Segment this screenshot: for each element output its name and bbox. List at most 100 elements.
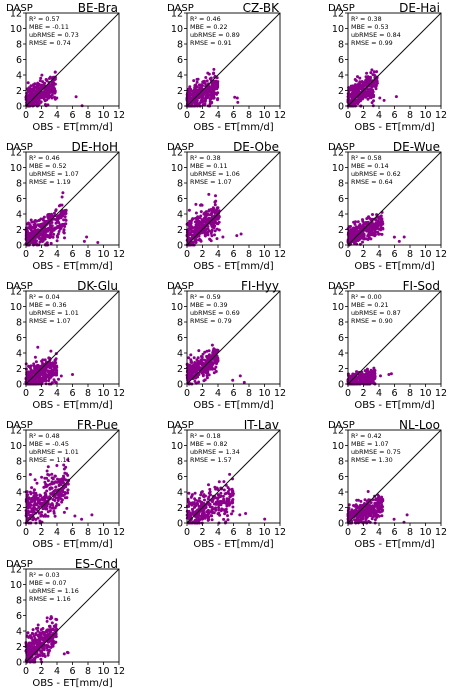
stat-line: R² = 0.59	[190, 293, 221, 301]
data-point	[197, 88, 201, 92]
data-point	[402, 235, 406, 239]
data-point	[49, 224, 53, 228]
y-tick-label: 4	[177, 488, 183, 499]
data-point	[371, 228, 375, 232]
data-point	[189, 353, 193, 357]
data-point	[206, 233, 210, 237]
data-point	[197, 366, 201, 370]
data-point	[57, 216, 61, 219]
data-point	[369, 231, 373, 235]
data-point	[204, 98, 207, 102]
data-point	[43, 480, 47, 484]
x-tick-label: 10	[419, 110, 431, 121]
data-point	[42, 376, 46, 380]
data-point	[381, 497, 385, 501]
data-point	[36, 95, 39, 99]
data-point	[205, 79, 209, 83]
data-point	[55, 218, 58, 222]
data-point	[32, 89, 36, 93]
data-point	[189, 495, 193, 499]
data-point	[209, 510, 213, 514]
data-point	[359, 503, 362, 507]
y-tick-label: 12	[10, 9, 22, 20]
x-tick-label: 8	[246, 388, 252, 399]
data-point	[25, 222, 29, 226]
data-point	[65, 650, 69, 654]
data-point	[354, 101, 358, 105]
x-axis-label: OBS - ET[mm/d]	[32, 122, 112, 133]
y-tick-label: 12	[10, 148, 22, 159]
data-point	[49, 232, 53, 236]
x-axis-label: OBS - ET[mm/d]	[32, 539, 112, 550]
data-point	[361, 223, 365, 227]
data-point	[60, 195, 64, 199]
data-point	[372, 366, 376, 370]
panel-title: DE-Obe	[233, 140, 279, 154]
data-point	[208, 77, 212, 81]
y-tick-label: 6	[16, 333, 22, 344]
data-point	[49, 349, 53, 353]
data-point	[57, 483, 61, 487]
data-point	[356, 75, 359, 79]
data-point	[392, 517, 396, 521]
data-point	[43, 485, 47, 489]
x-tick-label: 12	[113, 666, 125, 677]
data-point	[193, 505, 197, 509]
data-point	[62, 652, 66, 656]
scatter-points	[185, 343, 246, 386]
data-point	[218, 502, 222, 506]
data-point	[217, 506, 220, 510]
data-point	[80, 517, 84, 521]
data-point	[37, 641, 41, 645]
panel-title: DE-Wue	[393, 140, 440, 154]
stat-line: R² = 0.46	[190, 15, 221, 23]
data-point	[33, 658, 37, 661]
data-point	[57, 221, 61, 224]
data-point	[55, 96, 59, 100]
data-point	[362, 232, 366, 236]
data-point	[191, 89, 194, 93]
data-point	[375, 79, 379, 83]
data-point	[52, 511, 56, 515]
data-point	[194, 98, 198, 102]
data-point	[366, 509, 369, 513]
data-point	[60, 203, 64, 207]
data-point	[193, 491, 197, 495]
data-point	[39, 632, 43, 636]
x-tick-label: 12	[113, 388, 125, 399]
x-tick-label: 6	[230, 249, 236, 260]
stat-line: RMSE = 1.16	[29, 595, 71, 603]
stat-line: RMSE = 0.90	[351, 317, 393, 325]
scatter-points	[185, 472, 267, 525]
x-tick-label: 10	[258, 110, 270, 121]
stat-line: R² = 0.48	[29, 432, 60, 440]
data-point	[26, 631, 30, 635]
data-point	[66, 473, 70, 477]
data-point	[53, 95, 56, 99]
y-tick-label: 12	[332, 9, 344, 20]
data-point	[46, 483, 50, 487]
data-point	[369, 71, 373, 75]
y-tick-label: 2	[177, 86, 183, 97]
data-point	[208, 487, 212, 491]
x-tick-label: 6	[69, 388, 75, 399]
data-point	[45, 89, 49, 92]
data-point	[379, 217, 383, 221]
stat-line: ubRMSE = 0.75	[351, 448, 401, 456]
x-axis-label: OBS - ET[mm/d]	[354, 122, 434, 133]
data-point	[26, 81, 30, 85]
stat-line: MBE = -0.45	[29, 440, 69, 448]
data-point	[197, 349, 201, 353]
data-point	[36, 235, 40, 239]
data-point	[214, 365, 218, 369]
data-point	[200, 223, 204, 227]
x-tick-label: 12	[274, 388, 286, 399]
data-point	[351, 88, 355, 92]
data-point	[41, 627, 45, 630]
data-point	[203, 90, 207, 94]
data-point	[45, 476, 49, 480]
panel-title: FI-Sod	[403, 279, 440, 293]
x-axis-label: OBS - ET[mm/d]	[32, 261, 112, 272]
data-point	[214, 506, 218, 510]
data-point	[222, 480, 226, 484]
